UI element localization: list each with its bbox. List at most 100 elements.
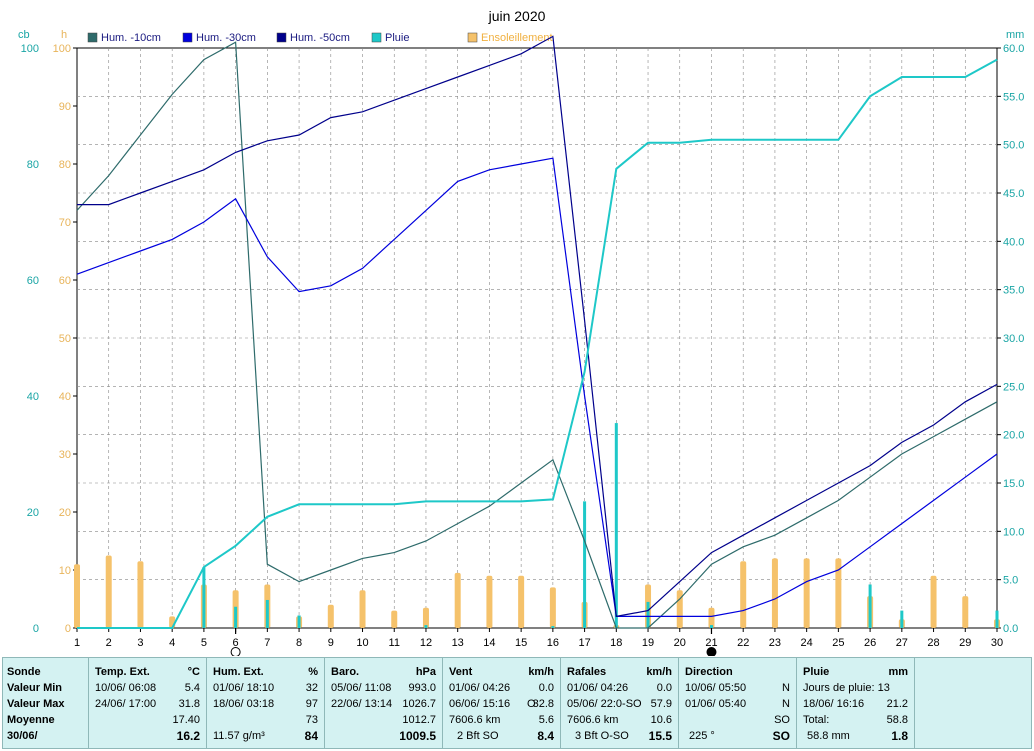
row-label-current: 30/06/ xyxy=(7,730,38,742)
baro-max-val: 1026.7 xyxy=(402,698,436,710)
x-axis-tick-label: 9 xyxy=(328,637,334,649)
daily-rain-bar xyxy=(551,626,555,628)
baro-min-date: 05/06/ 11:08 xyxy=(331,682,392,694)
rafales-min-date: 01/06/ 04:26 xyxy=(567,682,629,694)
hours-axis-tick-label: 20 xyxy=(59,507,71,519)
x-axis-tick-label: 16 xyxy=(547,637,559,649)
legend-swatch xyxy=(371,32,382,43)
vent-max-val: 32.8 xyxy=(532,698,554,710)
left-axis-tick-label-cb: 20 xyxy=(27,507,39,519)
vent-min-date: 01/06/ 04:26 xyxy=(449,682,511,694)
stats-col-vent: Vent km/h 01/06/ 04:26 0.0 06/06/ 15:16 … xyxy=(443,658,561,748)
x-axis-tick-label: 13 xyxy=(452,637,464,649)
temp-current: 16.2 xyxy=(176,729,200,743)
pluie-days: Jours de pluie: 13 xyxy=(803,682,890,694)
hum-max-val: 97 xyxy=(305,698,318,710)
legend-label: Ensoleillement xyxy=(481,32,553,44)
baro-unit: hPa xyxy=(415,666,436,678)
sunshine-bar xyxy=(486,575,493,628)
hum-current: 84 xyxy=(304,729,318,743)
row-label-max: Valeur Max xyxy=(7,698,65,710)
legend-swatch xyxy=(182,32,193,43)
sunshine-bar xyxy=(930,575,937,628)
hours-axis-tick-label: 90 xyxy=(59,101,71,113)
stats-col-labels: Sonde Valeur Min Valeur Max Moyenne 30/0… xyxy=(3,658,89,748)
series-line xyxy=(76,157,998,618)
baro-current: 1009.5 xyxy=(399,729,436,743)
right-axis-tick-label: 0.0 xyxy=(1003,623,1018,635)
pluie-current: 1.8 xyxy=(891,729,908,743)
rafales-avg-extra: 7606.6 km xyxy=(567,714,619,726)
x-axis-tick-label: 12 xyxy=(420,637,432,649)
right-axis-tick-label: 45.0 xyxy=(1003,188,1024,200)
hours-axis-tick-label: 10 xyxy=(59,565,71,577)
plot-frame xyxy=(76,47,998,629)
left-axis-tick-label-cb: 0 xyxy=(33,623,39,635)
x-axis-tick-label: 4 xyxy=(169,637,175,649)
baro-max-date: 22/06/ 13:14 xyxy=(331,698,393,710)
daily-rain-bar xyxy=(900,610,904,628)
direction-avg: SO xyxy=(774,714,790,726)
hum-title: Hum. Ext. xyxy=(213,666,264,678)
x-axis-tick-label: 30 xyxy=(991,637,1003,649)
daily-rain-bar xyxy=(234,606,238,628)
right-axis-tick-label: 50.0 xyxy=(1003,140,1024,152)
stats-table: Sonde Valeur Min Valeur Max Moyenne 30/0… xyxy=(2,657,1032,749)
legend-swatch xyxy=(87,32,98,43)
sunshine-bar xyxy=(105,555,112,628)
x-axis-tick-label: 6 xyxy=(233,637,239,649)
daily-rain-bar xyxy=(709,625,713,628)
left-axis-unit-h: h xyxy=(61,29,67,41)
daily-rain-bar xyxy=(583,501,587,628)
hum-cur-extra: 11.57 g/m³ xyxy=(213,730,265,742)
stats-col-rafales: Rafales km/h 01/06/ 04:26 0.0 05/06/ 22:… xyxy=(561,658,679,748)
daily-rain-bar xyxy=(265,599,269,628)
x-axis-tick-label: 22 xyxy=(737,637,749,649)
x-axis-tick-label: 23 xyxy=(769,637,781,649)
rafales-min-val: 0.0 xyxy=(656,682,672,694)
right-axis-unit-mm: mm xyxy=(1006,29,1024,41)
rafales-avg: 10.6 xyxy=(650,714,672,726)
hours-axis-tick-label: 80 xyxy=(59,159,71,171)
hours-axis-tick-label: 60 xyxy=(59,275,71,287)
right-axis-tick-label: 55.0 xyxy=(1003,91,1024,103)
row-label-sonde: Sonde xyxy=(7,666,41,678)
rafales-max-val: 57.9 xyxy=(650,698,672,710)
daily-rain-bar xyxy=(202,567,206,628)
hours-axis-tick-label: 100 xyxy=(53,43,71,55)
pluie-total-label: Total: xyxy=(803,714,830,726)
x-axis-tick-label: 18 xyxy=(610,637,622,649)
direction-max-val: N xyxy=(782,698,790,710)
sunshine-bar xyxy=(518,575,525,628)
stats-col-pluie: Pluie mm Jours de pluie: 13 18/06/ 16:16… xyxy=(797,658,915,748)
hum-min-val: 32 xyxy=(305,682,318,694)
sunshine-bar xyxy=(962,596,969,628)
series-line xyxy=(76,41,998,629)
stats-col-temp: Temp. Ext. °C 10/06/ 06:08 5.4 24/06/ 17… xyxy=(89,658,207,748)
sunshine-bar xyxy=(422,607,429,628)
temp-avg: 17.40 xyxy=(172,714,200,726)
sunshine-bar xyxy=(391,610,398,628)
x-axis-tick-label: 25 xyxy=(832,637,844,649)
chart-title: juin 2020 xyxy=(488,8,546,24)
pluie-title: Pluie xyxy=(803,666,830,678)
hum-unit: % xyxy=(308,666,318,678)
right-axis-tick-label: 40.0 xyxy=(1003,236,1024,248)
sunshine-bar xyxy=(708,607,715,628)
vent-current: 8.4 xyxy=(537,729,554,743)
vent-avg: 5.6 xyxy=(538,714,554,726)
sunshine-bar xyxy=(327,604,334,628)
x-axis-tick-label: 21 xyxy=(705,637,717,649)
stats-col-baro: Baro. hPa 05/06/ 11:08 993.0 22/06/ 13:1… xyxy=(325,658,443,748)
right-axis-tick-label: 15.0 xyxy=(1003,478,1024,490)
pluie-max-date: 18/06/ 16:16 xyxy=(803,698,865,710)
daily-rain-bar xyxy=(424,625,428,628)
rafales-unit: km/h xyxy=(646,666,672,678)
x-axis-tick-label: 15 xyxy=(515,637,527,649)
x-axis-tick-label: 5 xyxy=(201,637,207,649)
sunshine-bar xyxy=(835,558,842,628)
sunshine-bar xyxy=(359,590,366,628)
vent-avg-extra: 7606.6 km xyxy=(449,714,501,726)
sunshine-bar xyxy=(137,561,144,628)
baro-title: Baro. xyxy=(331,666,360,678)
